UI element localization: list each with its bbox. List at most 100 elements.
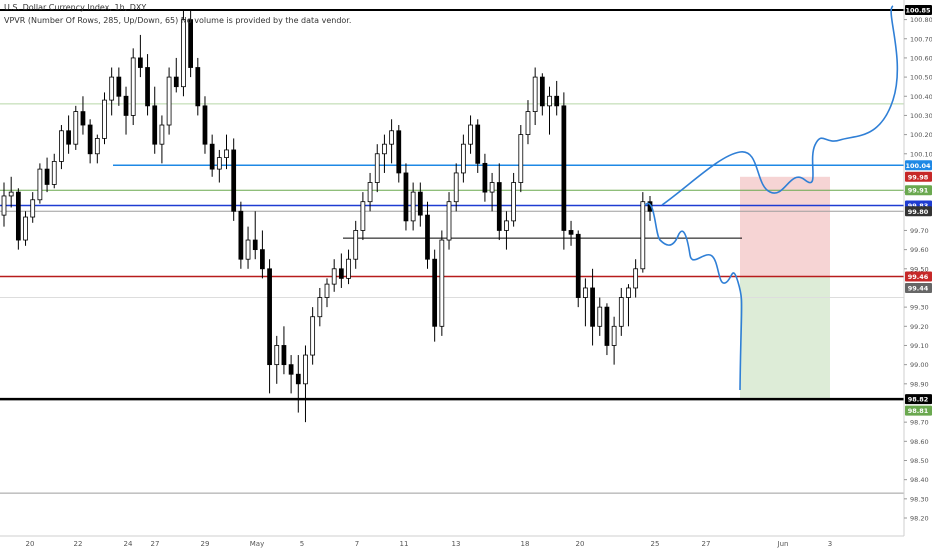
price-badge-bg (905, 160, 932, 171)
price-tick-label: 99.60 (910, 246, 929, 254)
price-badge-label: 99.44 (908, 284, 929, 292)
price-tick-label: 100.50 (910, 74, 932, 82)
candle-body (482, 162, 488, 193)
candle-body (8, 191, 14, 197)
candle-body (188, 19, 193, 68)
price-badge-bg (905, 405, 932, 416)
candle-body (618, 297, 624, 327)
price-tick-label: 100.70 (910, 35, 932, 43)
take-profit-zone (740, 276, 830, 400)
candle-body (195, 67, 201, 107)
candle-body (281, 345, 287, 366)
time-tick-label: 27 (151, 540, 160, 548)
candle-body (295, 373, 301, 385)
price-tick-label: 98.90 (910, 380, 929, 388)
price-badge-label: 99.91 (908, 187, 929, 195)
candle-body (561, 105, 567, 231)
price-tick-label: 100.10 (910, 150, 932, 158)
time-tick-label: 3 (828, 540, 832, 548)
price-tick-label: 98.50 (910, 457, 929, 465)
candle-body (532, 76, 538, 113)
candle-body (238, 210, 244, 260)
candle-body (640, 201, 646, 270)
candle-body (382, 143, 387, 155)
price-badge-bg (905, 271, 932, 282)
candle-body (173, 76, 179, 88)
candle-body (30, 199, 36, 218)
candle-body (432, 258, 438, 327)
candle-body (109, 76, 115, 101)
candle-body (73, 111, 79, 145)
price-badge-label: 99.98 (908, 173, 929, 181)
price-badge-label: 99.83 (908, 202, 929, 210)
candle-body (367, 182, 373, 203)
candle-body (94, 138, 100, 155)
candle-body (15, 191, 21, 241)
candle-body (51, 161, 57, 185)
candle-body (202, 105, 208, 145)
candle-body (209, 143, 215, 170)
candle-body (116, 76, 122, 97)
stop-loss-zone (740, 176, 830, 277)
candle-body (216, 157, 222, 170)
candle-body (260, 249, 265, 270)
price-tick-label: 98.30 (910, 495, 929, 503)
candle-body (590, 287, 595, 327)
price-badges: 100.85100.0499.9899.9199.8399.8099.4699.… (905, 5, 932, 416)
time-tick-label: 22 (74, 540, 83, 548)
projection-path-up (661, 5, 899, 206)
candle-body (439, 239, 445, 327)
time-tick-label: 27 (702, 540, 711, 548)
candle-body (539, 76, 545, 107)
candle-body (37, 168, 43, 201)
projection-path-down (644, 202, 743, 391)
candle-body (611, 325, 617, 346)
candle-body (288, 364, 294, 375)
candle-body (504, 220, 509, 231)
candle-body (23, 216, 28, 241)
candle-body (489, 182, 495, 193)
time-tick-label: 24 (124, 540, 133, 548)
candle-body (310, 316, 316, 356)
candle-body (331, 268, 337, 285)
price-tick-label: 99.50 (910, 265, 929, 273)
price-badge-label: 99.46 (908, 273, 929, 281)
candle-body (346, 258, 351, 279)
price-tick-label: 100.30 (910, 112, 932, 120)
candle-body (338, 268, 344, 279)
candle-body (130, 57, 136, 116)
price-badge-bg (905, 5, 932, 15)
candle-body (138, 57, 143, 68)
candle-body (410, 191, 416, 222)
candle-body (80, 111, 86, 126)
chart-title: U.S. Dollar Currency Index, 1h, DXY (4, 3, 146, 12)
candle-body (44, 168, 50, 185)
candle-body (583, 287, 588, 298)
time-tick-label: 13 (452, 540, 461, 548)
candle-body (224, 149, 229, 159)
trade-zones (740, 176, 830, 400)
price-tick-label: 100.40 (910, 93, 932, 101)
time-tick-label: 29 (201, 540, 210, 548)
candle-body (159, 124, 165, 145)
price-badge-bg (905, 171, 932, 182)
candle-body (633, 268, 639, 289)
price-badge-label: 98.82 (908, 396, 929, 404)
candle-body (389, 130, 394, 145)
candle-body (461, 143, 466, 174)
price-tick-label: 99.30 (910, 304, 929, 312)
price-badge-bg (905, 394, 932, 405)
price-badge-label: 100.85 (905, 7, 931, 15)
candle-body (597, 306, 603, 327)
price-badge-label: 99.80 (908, 208, 929, 216)
candle-body (274, 345, 280, 366)
candle-body (66, 130, 71, 145)
candle-body (231, 149, 237, 212)
candle-body (152, 105, 158, 145)
time-tick-label: May (250, 540, 264, 548)
price-tick-label: 100.60 (910, 54, 932, 62)
time-tick-label: 5 (300, 540, 304, 548)
candle-body (252, 239, 258, 251)
